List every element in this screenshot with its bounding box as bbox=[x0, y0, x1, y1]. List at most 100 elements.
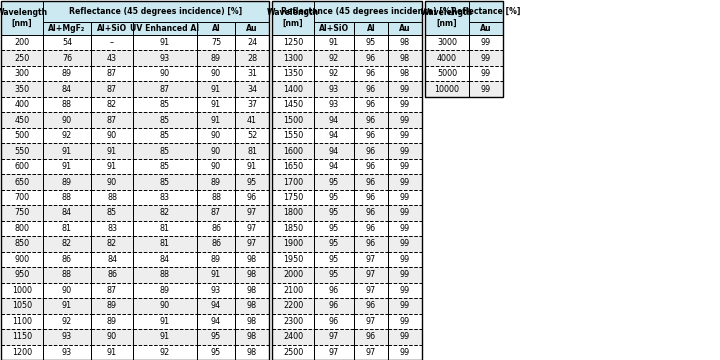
Bar bbox=[197, 267, 235, 283]
Text: 89: 89 bbox=[62, 69, 72, 78]
Bar bbox=[354, 252, 388, 267]
Text: 99: 99 bbox=[400, 85, 410, 94]
Bar bbox=[197, 298, 235, 314]
Bar bbox=[133, 190, 197, 205]
Text: UV Enhanced Al: UV Enhanced Al bbox=[130, 24, 199, 33]
Bar bbox=[133, 298, 197, 314]
Text: 75: 75 bbox=[211, 38, 221, 47]
Bar bbox=[133, 81, 197, 97]
Text: Au: Au bbox=[399, 24, 411, 33]
Bar bbox=[133, 174, 197, 190]
Bar bbox=[43, 50, 91, 66]
Bar bbox=[43, 112, 91, 128]
Text: 81: 81 bbox=[160, 239, 170, 248]
Bar bbox=[235, 252, 269, 267]
Bar bbox=[197, 112, 235, 128]
Bar bbox=[91, 236, 133, 252]
Text: 86: 86 bbox=[107, 270, 117, 279]
Text: 92: 92 bbox=[160, 348, 170, 357]
Bar bbox=[133, 236, 197, 252]
Text: 88: 88 bbox=[107, 193, 117, 202]
Text: 1600: 1600 bbox=[283, 147, 303, 156]
Text: 82: 82 bbox=[107, 239, 117, 248]
Text: 91: 91 bbox=[62, 147, 72, 156]
Bar bbox=[133, 329, 197, 345]
Text: 2500: 2500 bbox=[283, 348, 303, 357]
Text: 2400: 2400 bbox=[283, 332, 303, 341]
Bar bbox=[91, 159, 133, 174]
Text: 1350: 1350 bbox=[283, 69, 303, 78]
Bar bbox=[1, 236, 43, 252]
Text: 97: 97 bbox=[247, 208, 257, 217]
Text: Au: Au bbox=[246, 24, 258, 33]
Bar bbox=[388, 22, 422, 35]
Bar bbox=[1, 143, 43, 159]
Bar bbox=[314, 283, 354, 298]
Text: 650: 650 bbox=[14, 177, 30, 186]
Text: 96: 96 bbox=[329, 317, 339, 326]
Bar bbox=[388, 345, 422, 360]
Text: 1100: 1100 bbox=[12, 317, 32, 326]
Bar bbox=[1, 314, 43, 329]
Text: 89: 89 bbox=[211, 177, 221, 186]
Text: 91: 91 bbox=[247, 162, 257, 171]
Bar bbox=[133, 35, 197, 50]
Bar bbox=[91, 345, 133, 360]
Text: 91: 91 bbox=[211, 85, 221, 94]
Text: 99: 99 bbox=[400, 332, 410, 341]
Text: 89: 89 bbox=[62, 177, 72, 186]
Bar bbox=[469, 50, 503, 66]
Bar bbox=[272, 314, 314, 329]
Bar bbox=[197, 283, 235, 298]
Text: 98: 98 bbox=[400, 69, 410, 78]
Bar bbox=[354, 298, 388, 314]
Text: 92: 92 bbox=[329, 69, 339, 78]
Text: 43: 43 bbox=[107, 54, 117, 63]
Bar bbox=[314, 345, 354, 360]
Bar bbox=[354, 314, 388, 329]
Bar bbox=[43, 128, 91, 143]
Text: 95: 95 bbox=[211, 332, 221, 341]
Bar bbox=[425, 50, 469, 66]
Text: 99: 99 bbox=[400, 255, 410, 264]
Bar bbox=[197, 345, 235, 360]
Text: 1400: 1400 bbox=[283, 85, 303, 94]
Bar bbox=[1, 345, 43, 360]
Bar bbox=[469, 66, 503, 81]
Text: 2200: 2200 bbox=[283, 301, 303, 310]
Text: 99: 99 bbox=[400, 100, 410, 109]
Text: 91: 91 bbox=[211, 270, 221, 279]
Text: Au: Au bbox=[480, 24, 492, 33]
Bar bbox=[272, 298, 314, 314]
Bar bbox=[272, 221, 314, 236]
Bar bbox=[235, 81, 269, 97]
Text: 54: 54 bbox=[62, 38, 72, 47]
Text: 4000: 4000 bbox=[437, 54, 457, 63]
Text: 28: 28 bbox=[247, 54, 257, 63]
Bar bbox=[235, 143, 269, 159]
Bar bbox=[133, 159, 197, 174]
Bar bbox=[43, 143, 91, 159]
Text: 99: 99 bbox=[400, 301, 410, 310]
Bar bbox=[91, 112, 133, 128]
Text: 5000: 5000 bbox=[437, 69, 457, 78]
Text: 99: 99 bbox=[400, 239, 410, 248]
Text: 90: 90 bbox=[107, 177, 117, 186]
Text: Al+SiO: Al+SiO bbox=[319, 24, 349, 33]
Text: 95: 95 bbox=[247, 177, 257, 186]
Bar bbox=[314, 35, 354, 50]
Bar bbox=[235, 97, 269, 112]
Text: 90: 90 bbox=[62, 286, 72, 295]
Text: 86: 86 bbox=[62, 255, 72, 264]
Text: 96: 96 bbox=[366, 193, 376, 202]
Text: Wavelength
[nm]: Wavelength [nm] bbox=[0, 8, 48, 28]
Bar bbox=[91, 143, 133, 159]
Bar bbox=[425, 66, 469, 81]
Bar bbox=[235, 128, 269, 143]
Text: 84: 84 bbox=[62, 208, 72, 217]
Bar bbox=[354, 345, 388, 360]
Bar bbox=[197, 314, 235, 329]
Text: 85: 85 bbox=[160, 147, 170, 156]
Bar bbox=[91, 314, 133, 329]
Text: 92: 92 bbox=[62, 317, 72, 326]
